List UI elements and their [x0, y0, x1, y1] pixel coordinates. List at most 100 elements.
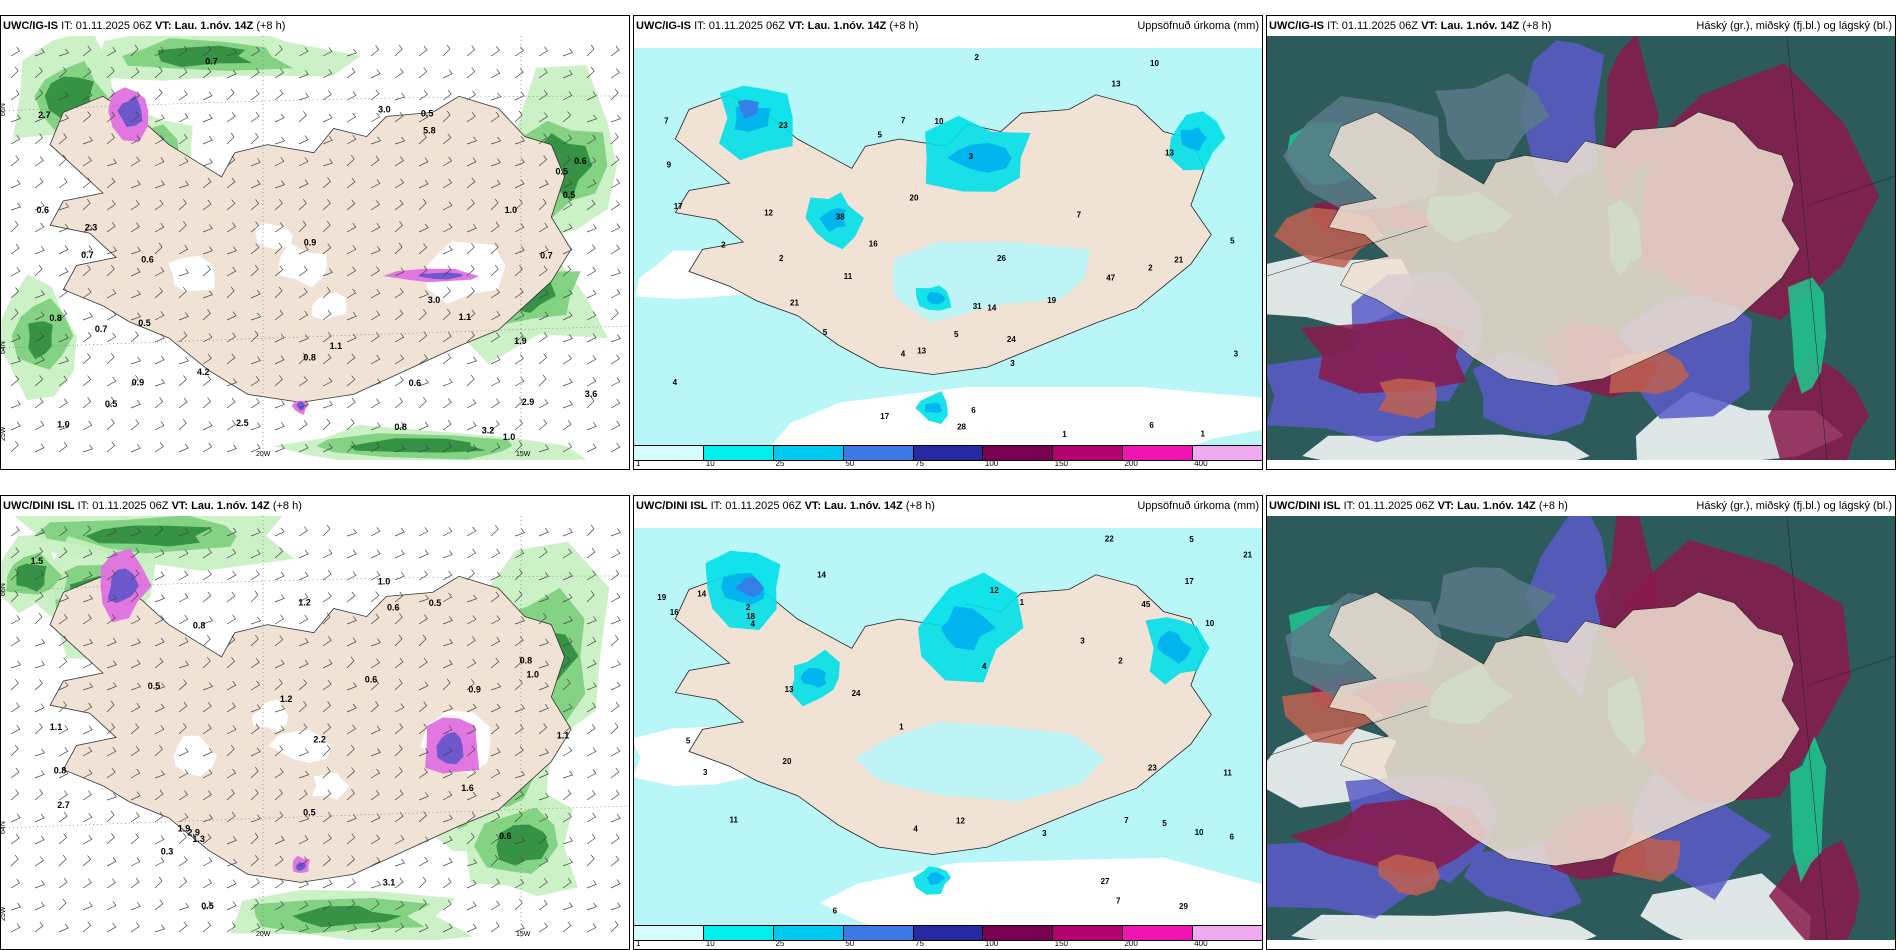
model-name: UWC/IG-IS	[1269, 20, 1324, 32]
wind-barb	[226, 789, 235, 801]
wind-barb	[298, 266, 308, 277]
wind-barb	[442, 110, 451, 123]
wind-barb	[466, 594, 478, 603]
wind-barb	[202, 656, 211, 669]
wind-barb	[58, 594, 69, 603]
wind-barb	[610, 722, 619, 735]
wind-barb	[610, 132, 619, 145]
wind-barb	[10, 923, 21, 933]
wind-barb	[322, 569, 332, 581]
precip-value-label: 1	[1201, 430, 1206, 439]
wind-barb	[346, 788, 355, 801]
wind-barb	[10, 400, 21, 409]
wind-barb	[202, 421, 213, 431]
wind-barb	[274, 355, 285, 365]
wind-barb	[274, 136, 286, 145]
wind-barb	[586, 333, 597, 343]
wind-barb	[370, 45, 380, 57]
wind-barb	[346, 855, 355, 867]
wind-barb	[346, 528, 358, 537]
wind-barb	[346, 833, 356, 845]
wind-barb	[154, 378, 166, 387]
wind-barb	[250, 680, 261, 691]
wind-barb	[490, 768, 501, 779]
wind-barb	[250, 766, 259, 779]
lead-time: (+8 h)	[1522, 20, 1552, 32]
precip-value-label: 13	[1112, 79, 1121, 88]
wind-barb	[130, 791, 141, 801]
wind-barb	[250, 330, 259, 343]
wind-barb	[442, 378, 453, 387]
wind-barb	[10, 356, 22, 365]
wind-barb	[58, 877, 68, 889]
wind-barb	[154, 594, 165, 603]
wind-barb	[610, 634, 619, 647]
wind-barb	[34, 723, 43, 735]
wind-barb	[202, 354, 212, 365]
precip-colorbar: 1 10 25 50 75 100 150 200 400	[634, 925, 1262, 949]
colorbar-swatch	[843, 926, 914, 940]
wind-barb	[394, 354, 405, 365]
precip-value-label: 4.2	[197, 367, 210, 377]
wind-barb	[514, 745, 524, 757]
wind-barb	[610, 398, 621, 409]
precip-value-label: 24	[852, 689, 861, 698]
colorbar-swatch	[1123, 446, 1194, 460]
wind-barb	[298, 420, 308, 431]
wind-barb	[490, 854, 499, 867]
wind-barb	[226, 266, 237, 277]
wind-barb	[346, 311, 357, 321]
wind-barb	[154, 66, 163, 79]
wind-barb	[154, 525, 163, 537]
wind-barb	[394, 657, 404, 669]
it-value: 01.11.2025 06Z	[92, 500, 169, 512]
wind-barb	[298, 835, 309, 845]
wind-barb	[442, 550, 453, 559]
wind-barb	[154, 88, 163, 101]
wind-barb	[226, 570, 237, 581]
wind-barb	[586, 44, 595, 57]
precip-value-label: 3.0	[378, 105, 391, 115]
wind-barb	[34, 355, 45, 365]
wind-barb	[298, 924, 309, 933]
wind-barb	[370, 924, 381, 933]
wind-barb	[298, 856, 308, 867]
wind-barb	[178, 356, 190, 365]
precip-value-label: 14	[987, 303, 996, 312]
precip-value-label: 10	[1150, 59, 1159, 68]
wind-barb	[490, 420, 500, 431]
precip-value-label: 1.6	[461, 783, 474, 793]
wind-barb	[562, 48, 573, 57]
panel-title: Háský (gr.), miðský (fj.bl.) og lágský (…	[1696, 500, 1892, 512]
wind-barb	[154, 114, 165, 123]
wind-barb	[178, 198, 187, 211]
precip-value-label: 11	[844, 272, 853, 281]
wind-barb	[490, 723, 500, 735]
wind-barb	[466, 703, 477, 713]
wind-barb	[226, 702, 236, 713]
wind-barb	[250, 199, 260, 211]
wind-barb	[226, 858, 238, 867]
wind-barb	[178, 286, 187, 299]
wind-barb	[490, 198, 499, 211]
wind-barb	[442, 769, 453, 779]
precip-value-label: 0.8	[49, 313, 62, 323]
wind-barb	[154, 442, 164, 453]
wind-barb	[322, 377, 333, 387]
wind-barb	[370, 155, 380, 167]
precip-value-label: 2	[1118, 656, 1123, 665]
wind-barb	[10, 660, 22, 669]
wind-barb	[370, 571, 381, 581]
colorbar-swatch	[913, 446, 984, 460]
wind-barb	[394, 835, 405, 845]
wind-barb	[514, 923, 525, 933]
wind-barb	[178, 679, 187, 691]
wind-barb	[130, 267, 141, 277]
wind-barb	[58, 681, 69, 691]
wind-barb	[562, 200, 573, 211]
wind-barb	[418, 378, 429, 387]
wind-barb	[586, 91, 597, 101]
wind-barb	[562, 789, 572, 801]
wind-barb	[130, 812, 140, 823]
wind-barb	[202, 724, 212, 735]
